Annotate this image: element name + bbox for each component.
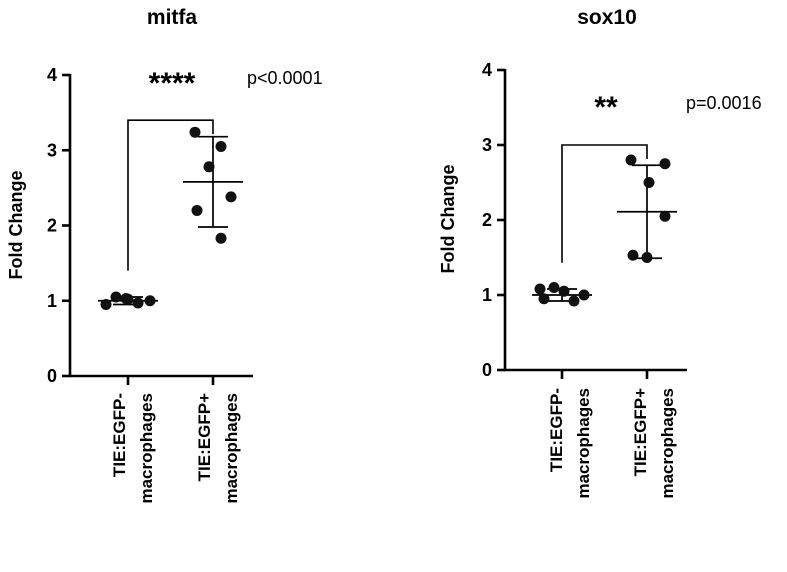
significance-stars: **	[594, 91, 618, 124]
chart-title: sox10	[577, 6, 637, 29]
data-point	[568, 295, 580, 307]
chart-mitfa: mitfa Fold Change **** p<0.0001 TIE:EGFP…	[6, 6, 323, 504]
y-tick-label: 2	[47, 216, 57, 236]
data-point	[100, 299, 112, 311]
data-point	[110, 291, 122, 303]
data-point	[548, 282, 560, 293]
p-value-label: p<0.0001	[247, 68, 323, 88]
data-point	[627, 249, 639, 261]
data-point	[215, 232, 227, 244]
category-label-1-line2: macrophages	[222, 393, 241, 504]
data-point	[659, 210, 671, 222]
data-point	[120, 292, 132, 304]
data-point	[641, 252, 653, 263]
data-point	[643, 177, 655, 188]
y-axis-label: Fold Change	[438, 165, 458, 274]
significance-stars: ****	[149, 67, 196, 100]
data-point	[144, 295, 156, 307]
category-label-0-line2: macrophages	[574, 388, 593, 499]
significance-bracket	[561, 144, 648, 263]
category-label-0-line2: macrophages	[137, 393, 156, 504]
data-point	[534, 283, 546, 295]
data-point	[225, 191, 237, 203]
p-value-label: p=0.0016	[686, 93, 762, 113]
data-point	[215, 140, 227, 152]
data-point	[578, 289, 590, 301]
data-point	[659, 158, 671, 170]
data-point	[558, 285, 570, 297]
y-tick-label: 4	[47, 65, 57, 85]
data-point	[203, 161, 215, 173]
data-point	[191, 204, 203, 216]
significance-bracket	[127, 119, 214, 271]
y-tick-label: 1	[47, 291, 57, 311]
category-label-1-line1: TIE:EGFP+	[631, 388, 650, 476]
chart-sox10: sox10 Fold Change ** p=0.0016 TIE:EGFP- …	[438, 6, 762, 499]
category-label-1-line2: macrophages	[658, 388, 677, 499]
y-tick-label: 0	[482, 360, 492, 380]
data-point	[132, 297, 144, 309]
y-tick-label: 3	[482, 135, 492, 155]
chart-title: mitfa	[147, 6, 197, 29]
y-axis-label: Fold Change	[6, 171, 26, 280]
category-label-0-line1: TIE:EGFP-	[547, 388, 566, 472]
category-label-0-line1: TIE:EGFP-	[110, 393, 129, 477]
y-tick-label: 1	[482, 285, 492, 305]
y-tick-label: 0	[47, 366, 57, 386]
data-point	[189, 126, 201, 138]
y-tick-label: 3	[47, 140, 57, 160]
data-point	[538, 293, 550, 305]
y-tick-label: 4	[482, 60, 492, 80]
category-label-1-line1: TIE:EGFP+	[195, 393, 214, 481]
y-tick-label: 2	[482, 210, 492, 230]
data-point	[625, 154, 637, 166]
